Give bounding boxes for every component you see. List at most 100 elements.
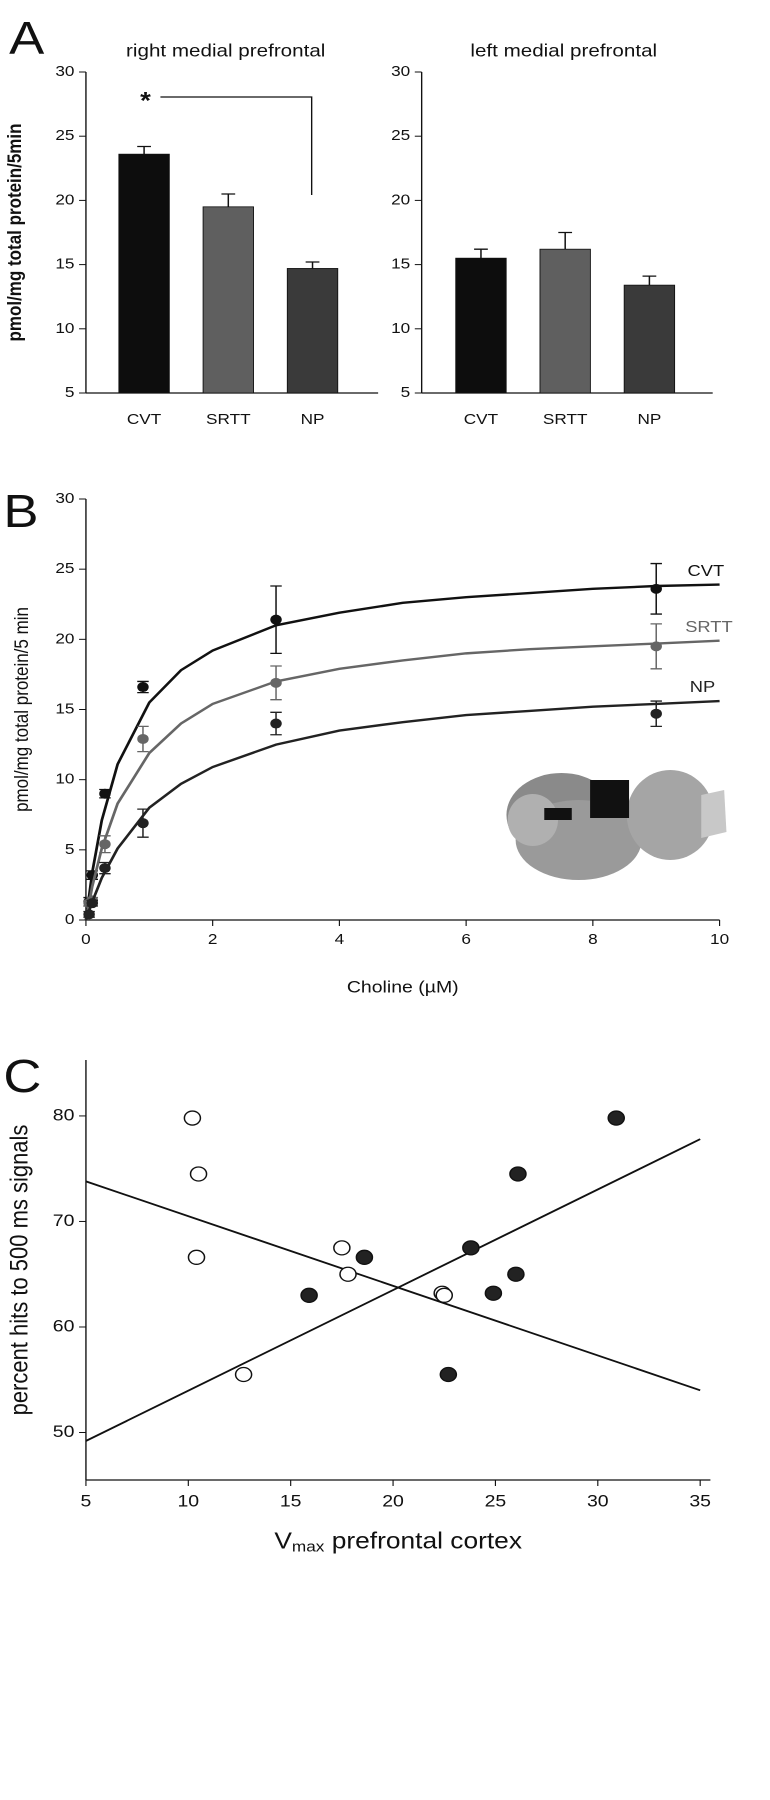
brain-image bbox=[506, 770, 727, 880]
x-axis-label-part: max bbox=[292, 1539, 324, 1556]
data-point bbox=[270, 614, 282, 625]
series-label: CVT bbox=[688, 561, 725, 580]
x-axis-label-part: prefrontal cortex bbox=[324, 1529, 522, 1554]
data-point bbox=[339, 1266, 357, 1282]
data-point bbox=[187, 1249, 206, 1265]
panel-letter: C bbox=[3, 1051, 41, 1102]
data-point bbox=[137, 682, 149, 693]
y-tick-label: 70 bbox=[53, 1210, 75, 1230]
y-tick-label: 10 bbox=[55, 320, 74, 337]
x-tick-label: 35 bbox=[689, 1491, 711, 1511]
significance-marker: * bbox=[140, 88, 152, 114]
regression-line bbox=[85, 1138, 701, 1442]
data-point bbox=[650, 641, 662, 652]
x-tick-label: CVT bbox=[127, 411, 162, 428]
data-point bbox=[270, 718, 282, 729]
regression-line bbox=[85, 1180, 701, 1392]
y-tick-label: 80 bbox=[53, 1105, 75, 1125]
y-tick-label: 15 bbox=[55, 700, 74, 717]
brain-stem bbox=[701, 790, 727, 838]
x-tick-label: 30 bbox=[587, 1491, 609, 1511]
y-tick-label: 60 bbox=[53, 1316, 75, 1336]
y-axis-label: pmol/mg total protein/5min bbox=[3, 124, 25, 342]
x-tick-label: 10 bbox=[710, 931, 729, 948]
bar bbox=[118, 153, 170, 394]
y-axis-label: pmol/mg total protein/5 min bbox=[10, 607, 32, 812]
x-tick-label: 10 bbox=[177, 1491, 199, 1511]
x-tick-label: CVT bbox=[464, 411, 499, 428]
y-tick-label: 10 bbox=[55, 771, 74, 788]
x-axis-label: Vmax prefrontal cortex bbox=[274, 1529, 522, 1556]
chart-title: left medial prefrontal bbox=[470, 41, 657, 61]
y-axis-label: percent hits to 500 ms signals bbox=[6, 1125, 34, 1416]
data-point bbox=[650, 583, 662, 594]
x-tick-label: 8 bbox=[588, 931, 598, 948]
data-point bbox=[462, 1240, 480, 1256]
bar bbox=[623, 284, 676, 394]
series-label: NP bbox=[690, 677, 715, 696]
panel-letter: A bbox=[9, 13, 44, 64]
error-bar bbox=[474, 248, 488, 259]
y-tick-label: 30 bbox=[55, 63, 74, 80]
y-tick-label: 20 bbox=[391, 191, 410, 208]
data-point bbox=[333, 1240, 351, 1256]
error-bar bbox=[305, 261, 320, 269]
data-point bbox=[270, 677, 282, 688]
data-point bbox=[435, 1287, 454, 1303]
data-point bbox=[607, 1110, 625, 1126]
significance-bracket bbox=[160, 96, 313, 195]
x-tick-label: SRTT bbox=[206, 411, 251, 428]
error-bar bbox=[558, 231, 573, 250]
bar bbox=[202, 206, 254, 394]
data-point bbox=[439, 1366, 458, 1383]
dissected-region bbox=[590, 780, 630, 818]
bar bbox=[455, 257, 507, 394]
data-point bbox=[99, 863, 111, 874]
x-tick-label: SRTT bbox=[543, 411, 588, 428]
data-point bbox=[234, 1366, 253, 1383]
data-point bbox=[650, 708, 662, 719]
data-point bbox=[189, 1166, 208, 1182]
y-tick-label: 30 bbox=[55, 490, 74, 507]
brain-cerebellum bbox=[626, 770, 714, 860]
data-point bbox=[355, 1249, 374, 1265]
data-point bbox=[507, 1266, 525, 1282]
y-tick-label: 10 bbox=[391, 320, 410, 337]
x-axis-label-part: V bbox=[274, 1529, 292, 1554]
y-tick-label: 15 bbox=[391, 256, 410, 273]
data-point bbox=[86, 898, 99, 909]
x-tick-label: 25 bbox=[485, 1491, 507, 1511]
y-tick-label: 25 bbox=[391, 127, 410, 144]
bar bbox=[539, 248, 591, 394]
error-bar bbox=[137, 145, 151, 155]
series-label: SRTT bbox=[685, 617, 733, 636]
panel-letter: B bbox=[3, 486, 38, 537]
error-bar bbox=[221, 193, 236, 207]
data-point bbox=[99, 788, 111, 799]
data-point bbox=[137, 733, 149, 744]
y-tick-label: 50 bbox=[53, 1421, 75, 1441]
y-tick-label: 15 bbox=[55, 256, 74, 273]
x-tick-label: 6 bbox=[461, 931, 471, 948]
x-tick-label: 2 bbox=[208, 931, 218, 948]
y-tick-label: 5 bbox=[65, 841, 75, 858]
data-point bbox=[99, 839, 111, 850]
y-tick-label: 25 bbox=[55, 127, 74, 144]
x-tick-label: 15 bbox=[280, 1491, 302, 1511]
x-tick-label: NP bbox=[301, 411, 325, 428]
y-tick-label: 20 bbox=[55, 191, 74, 208]
x-tick-label: NP bbox=[637, 411, 661, 428]
x-axis-label: Choline (µM) bbox=[347, 977, 459, 997]
data-point bbox=[183, 1110, 202, 1126]
data-point bbox=[83, 909, 95, 920]
y-tick-label: 0 bbox=[65, 911, 75, 928]
brain-bulb bbox=[507, 794, 559, 846]
x-tick-label: 0 bbox=[81, 931, 91, 948]
chart-title: right medial prefrontal bbox=[126, 41, 325, 61]
x-tick-label: 5 bbox=[81, 1491, 92, 1511]
data-point bbox=[300, 1287, 318, 1303]
bar bbox=[286, 268, 339, 394]
y-tick-label: 5 bbox=[401, 384, 411, 401]
y-tick-label: 25 bbox=[55, 560, 74, 577]
